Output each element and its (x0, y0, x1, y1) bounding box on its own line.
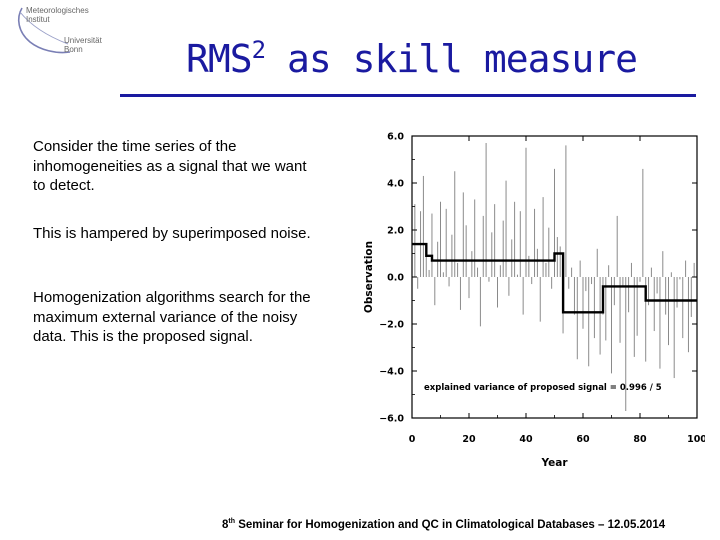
y-tick-label: −2.0 (379, 320, 404, 331)
paragraph-signal: Consider the time series of the inhomoge… (33, 138, 307, 194)
y-axis-ticks: 6.0 4.0 2.0 0.0 −2.0 −4.0 −6.0 (379, 132, 697, 425)
y-tick-label: −6.0 (379, 414, 404, 425)
x-tick-label: 80 (633, 434, 647, 445)
logo-line-2: Institut (26, 15, 50, 24)
logo-line-1: Meteorologisches (26, 6, 89, 15)
title-superscript: 2 (251, 36, 266, 64)
x-tick-label: 0 (409, 434, 416, 445)
y-axis-label: Observation (363, 241, 375, 313)
y-tick-label: 0.0 (387, 273, 404, 284)
footer-ordinal-suffix: th (228, 518, 236, 525)
x-tick-label: 60 (576, 434, 590, 445)
y-tick-label: 2.0 (387, 226, 404, 237)
plot-frame (411, 135, 698, 419)
y-tick-label: −4.0 (379, 367, 404, 378)
x-tick-label: 100 (687, 434, 705, 445)
x-tick-label: 20 (462, 434, 476, 445)
x-axis-label: Year (540, 457, 568, 469)
paragraph-noise: This is hampered by superimposed noise. (33, 225, 311, 242)
noise-bars (414, 143, 698, 411)
y-tick-label: 6.0 (387, 132, 404, 143)
page-title: RMS2 as skill measure (186, 36, 638, 81)
y-tick-label: 4.0 (387, 179, 404, 190)
logo-swoosh-icon (17, 7, 71, 54)
footer: 8th Seminar for Homogenization and QC in… (222, 518, 665, 531)
footer-ordinal: 8 (222, 519, 229, 531)
explained-variance-annotation: explained variance of proposed signal = … (424, 383, 662, 393)
x-tick-label: 40 (519, 434, 533, 445)
title-rms: RMS (186, 37, 253, 81)
university-logo: Meteorologisches Institut Universität Bo… (8, 4, 118, 64)
title-rest: as skill measure (286, 37, 638, 81)
time-series-chart: 6.0 4.0 2.0 0.0 −2.0 −4.0 −6.0 0 20 40 60 80 100 Ob… (363, 132, 705, 470)
logo-line-3: Universität (64, 36, 102, 45)
x-axis-ticks: 0 20 40 60 80 100 (409, 136, 705, 445)
logo-line-4: Bonn (64, 45, 83, 54)
title-divider (120, 94, 696, 97)
footer-text: Seminar for Homogenization and QC in Cli… (238, 519, 666, 531)
proposed-signal-line (412, 242, 697, 314)
paragraph-homogenization: Homogenization algorithms search for the… (33, 289, 311, 345)
